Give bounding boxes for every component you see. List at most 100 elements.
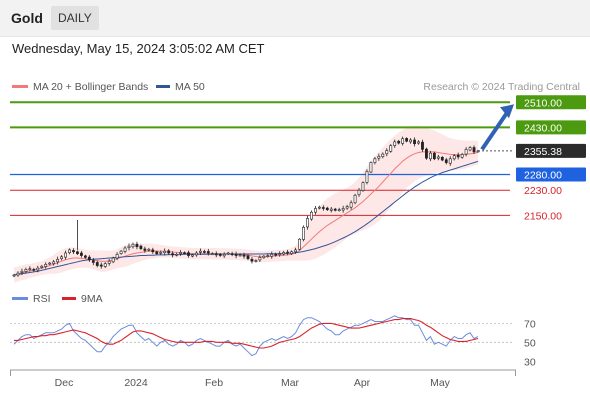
candle [329,206,333,213]
candle [44,262,48,269]
candle-body [290,251,294,254]
candle-body [24,269,28,272]
candle [222,252,226,258]
candle [111,256,115,264]
legend-ma50-swatch [156,85,170,88]
candle [234,251,238,259]
x-tick-label: 2024 [124,377,148,389]
candle [254,259,258,263]
header-bar: Gold DAILY [0,0,590,37]
candle [365,169,369,185]
candle-body [460,154,464,158]
rsi-tick-label: 50 [524,337,536,349]
candle-body [12,274,16,277]
candle [147,247,151,252]
legend-rsi-label: RSI [33,293,51,305]
candle [60,255,63,261]
candle-body [52,261,56,265]
candle [123,246,127,254]
candle [278,251,282,257]
candle-body [321,207,325,209]
candle-body [111,257,115,263]
candle-body [167,250,171,254]
x-tick-label: Feb [205,377,223,389]
candle [175,252,178,257]
candle-body [282,252,286,255]
candle [409,138,412,144]
candle [32,267,36,272]
candle [103,262,107,269]
candle-body [373,158,377,163]
candle [472,145,476,154]
candle [218,252,222,257]
candle-body [238,254,242,257]
candle-body [436,156,440,159]
timeframe-badge[interactable]: DAILY [51,6,99,30]
candle [191,253,194,258]
candle-body [32,269,36,271]
candle-body [270,253,274,257]
candle [64,250,67,260]
candle-body [472,147,476,153]
candle [306,215,309,230]
candle [452,153,456,161]
candle-body [68,249,71,254]
candle [464,147,468,157]
candle [155,250,159,255]
candle [361,181,365,192]
candle-body [115,253,119,259]
candle [151,247,155,254]
candle-body [310,211,313,220]
x-tick-label: Dec [55,377,74,389]
candle [440,156,444,162]
candle-body [183,252,186,255]
candle [131,242,135,249]
candle [290,250,294,255]
candle [325,206,329,212]
candle [87,255,91,262]
candle [286,249,290,256]
candle [314,205,317,215]
candle-body [452,155,456,160]
source-credit: Research © 2024 Trading Central [423,81,580,93]
candle-body [171,253,175,256]
price-level-label: 2150.00 [524,210,562,222]
price-level-tag [516,143,586,158]
candle [198,248,202,256]
candle-body [163,250,167,254]
candle-body [147,248,151,251]
candle-body [16,272,20,276]
candle-body [60,256,63,259]
x-tick-label: Apr [354,377,371,389]
candle-body [258,257,262,261]
candle [16,271,20,277]
candle [460,152,464,159]
x-tick-label: May [430,377,451,389]
candle-body [95,262,99,266]
candle-body [274,253,278,256]
candle [163,248,167,256]
price-level-label: 2355.38 [524,146,562,158]
candle [444,157,448,165]
candle-body [202,251,206,253]
candle [48,261,52,266]
forecast-arrow-head [500,104,514,119]
candle-body [294,249,297,253]
candle [206,249,210,256]
candle [266,253,270,258]
candle [357,187,361,197]
candle [317,205,321,210]
candle [167,249,171,255]
forecast-arrow-shaft [480,110,510,151]
candle [274,252,278,257]
candle [298,238,301,251]
candle [226,251,230,256]
candle-body [298,238,301,250]
candle-body [56,259,60,263]
candle [135,241,139,250]
candle [183,251,186,255]
candle-body [206,251,210,254]
timestamp: Wednesday, May 15, 2024 3:05:02 AM CET [12,41,265,56]
candle [353,193,357,205]
